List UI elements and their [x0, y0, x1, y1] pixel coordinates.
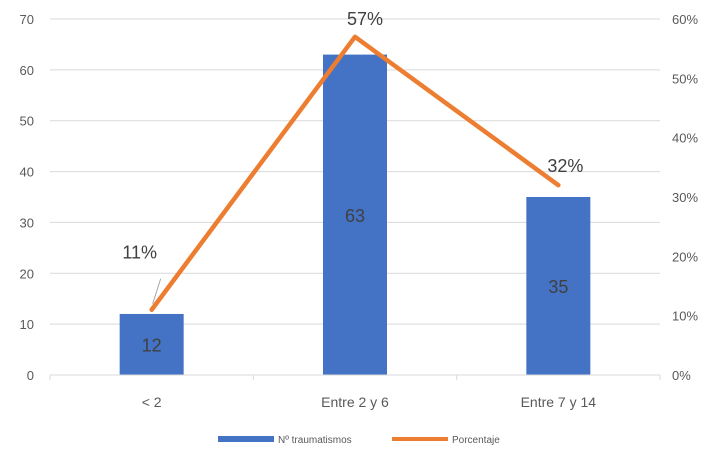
- right-tick-label: 50%: [672, 71, 698, 86]
- bar: [119, 313, 184, 375]
- legend-line-label: Porcentaje: [452, 435, 500, 446]
- left-tick-label: 40: [20, 165, 34, 180]
- bar: [526, 197, 591, 375]
- bar-data-label: 35: [548, 277, 568, 297]
- right-axis-ticks: 0% 10% 20% 30% 40% 50% 60%: [672, 12, 698, 383]
- left-tick-label: 50: [20, 114, 34, 129]
- x-axis: [49, 374, 661, 380]
- right-tick-label: 40%: [672, 131, 698, 146]
- left-tick-label: 70: [20, 12, 34, 27]
- left-tick-label: 30: [20, 215, 34, 230]
- legend: Nº traumatismos Porcentaje: [218, 435, 500, 446]
- left-tick-label: 20: [20, 266, 34, 281]
- bar-series: [119, 54, 591, 375]
- right-tick-label: 0%: [672, 368, 691, 383]
- right-tick-label: 10%: [672, 309, 698, 324]
- legend-bar-swatch: [218, 436, 274, 442]
- bar-data-label: 12: [142, 335, 162, 355]
- category-label: < 2: [142, 394, 162, 410]
- category-label: Entre 2 y 6: [321, 394, 389, 410]
- leader-line: [152, 278, 162, 304]
- line-series: [149, 34, 561, 312]
- bar-data-label: 63: [345, 206, 365, 226]
- left-axis-ticks: 0 10 20 30 40 50 60 70: [20, 12, 34, 383]
- right-tick-label: 60%: [672, 12, 698, 27]
- line-path: [149, 34, 561, 312]
- category-label: Entre 7 y 14: [521, 394, 597, 410]
- line-data-label: 32%: [547, 156, 583, 176]
- line-data-label: 11%: [122, 243, 157, 263]
- right-tick-label: 30%: [672, 190, 698, 205]
- bar: [323, 54, 387, 375]
- left-tick-label: 10: [20, 317, 34, 332]
- legend-bar-label: Nº traumatismos: [278, 435, 352, 446]
- right-tick-label: 20%: [672, 249, 698, 264]
- line-data-label: 57%: [347, 9, 383, 29]
- left-tick-label: 0: [27, 368, 34, 383]
- data-labels: 12 63 35 11% 57% 32%: [122, 9, 583, 356]
- category-labels: < 2 Entre 2 y 6 Entre 7 y 14: [142, 394, 597, 410]
- left-tick-label: 60: [20, 63, 34, 78]
